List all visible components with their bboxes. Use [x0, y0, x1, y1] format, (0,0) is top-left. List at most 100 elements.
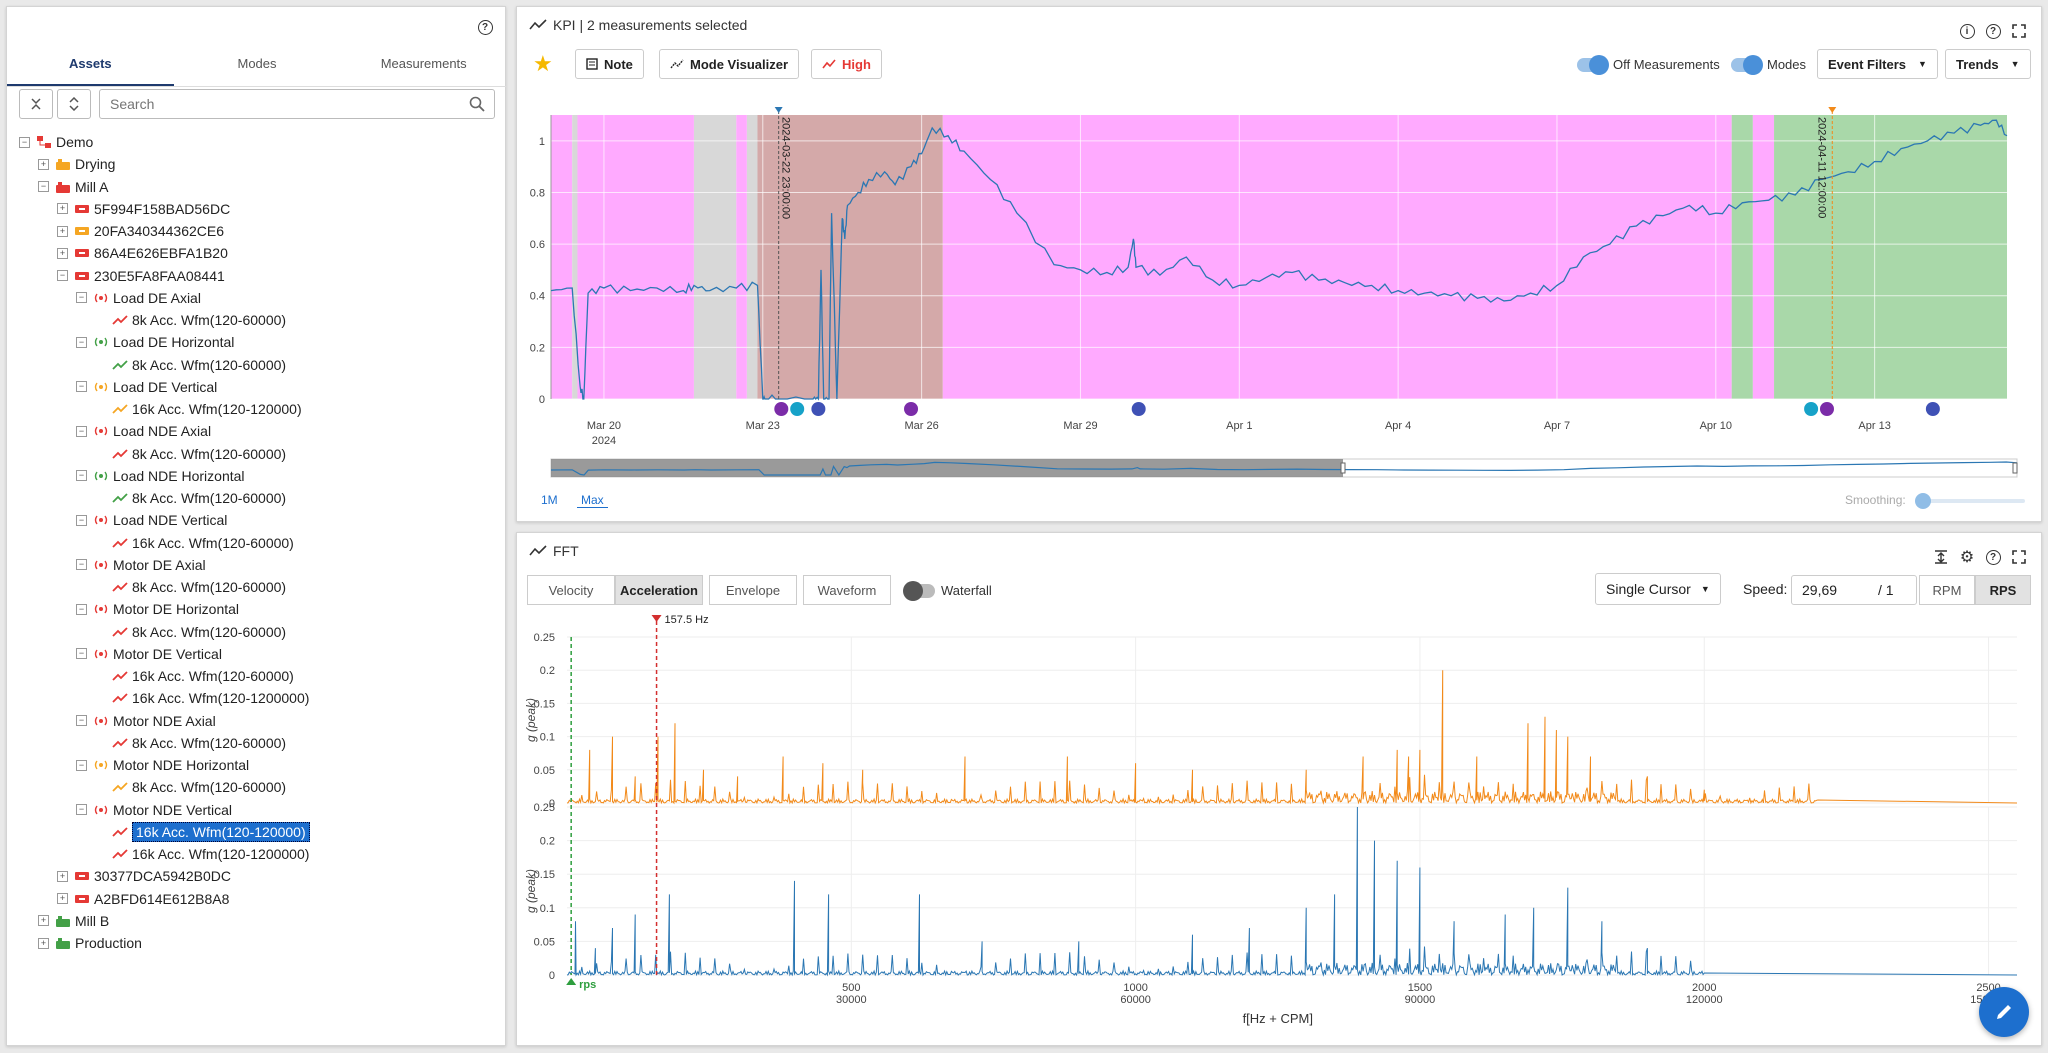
trends-dropdown[interactable]: Trends ▼	[1945, 49, 2031, 79]
collapse-toggle-icon[interactable]: −	[38, 181, 49, 192]
tree-node[interactable]: − Motor NDE Horizontal	[76, 754, 249, 776]
cursor-marker-2[interactable]	[1828, 107, 1837, 113]
expand-toggle-icon[interactable]: +	[57, 247, 68, 259]
tree-node[interactable]: 8k Acc. Wfm(120-60000)	[95, 487, 286, 509]
tree-node[interactable]: − Motor DE Vertical	[76, 643, 222, 665]
tree-node[interactable]: − Motor NDE Axial	[76, 710, 216, 732]
event-marker-icon[interactable]	[1925, 402, 1940, 416]
tree-node[interactable]: − Load DE Horizontal	[76, 331, 234, 353]
download-icon[interactable]	[1931, 547, 1951, 567]
expand-toggle-icon[interactable]: +	[57, 225, 68, 237]
speed-input[interactable]: 29,69 / 1	[1791, 575, 1917, 605]
tree-node[interactable]: − 230E5FA8FAA08441	[57, 265, 225, 287]
expand-toggle-icon[interactable]: +	[38, 158, 49, 170]
tree-node[interactable]: − Load NDE Horizontal	[76, 465, 245, 487]
collapse-toggle-icon[interactable]: −	[76, 804, 87, 815]
tree-node[interactable]: − Motor NDE Vertical	[76, 799, 232, 821]
event-marker-icon[interactable]	[1131, 402, 1146, 416]
event-marker-icon[interactable]	[774, 402, 789, 416]
navigator-selection[interactable]	[551, 459, 1343, 477]
tree-node[interactable]: + A2BFD614E612B8A8	[57, 888, 229, 910]
fullscreen-icon[interactable]	[2009, 547, 2029, 567]
tree-node[interactable]: 16k Acc. Wfm(120-60000)	[95, 532, 294, 554]
tree-node[interactable]: 8k Acc. Wfm(120-60000)	[95, 309, 286, 331]
expand-toggle-icon[interactable]: +	[57, 203, 68, 215]
navigator-handle[interactable]	[1340, 462, 1346, 474]
expand-toggle-icon[interactable]: +	[38, 915, 49, 927]
tree-node[interactable]: 16k Acc. Wfm(120-120000)	[95, 821, 310, 843]
kpi-chart[interactable]: 0 0.2 0.4 0.6 0.8 1 Mar 20 Mar 23 Mar 26 Mar 29 Ap…	[517, 7, 2043, 523]
event-marker-icon[interactable]	[811, 402, 826, 416]
tab-acceleration[interactable]: Acceleration	[615, 575, 703, 605]
note-button[interactable]: Note	[575, 49, 644, 79]
search-input[interactable]	[99, 89, 495, 119]
waterfall-toggle[interactable]: Waterfall	[903, 580, 992, 601]
tree-node[interactable]: 8k Acc. Wfm(120-60000)	[95, 732, 286, 754]
tree-node[interactable]: − Load NDE Vertical	[76, 509, 227, 531]
cursor-marker[interactable]	[651, 615, 662, 622]
tree-node[interactable]: 8k Acc. Wfm(120-60000)	[95, 576, 286, 598]
off-measurements-toggle[interactable]: Off Measurements	[1577, 54, 1720, 75]
collapse-toggle-icon[interactable]: −	[19, 136, 30, 148]
fullscreen-icon[interactable]	[2009, 21, 2029, 41]
tree-node[interactable]: + Drying	[38, 153, 115, 175]
tree-node[interactable]: 8k Acc. Wfm(120-60000)	[95, 621, 286, 643]
expand-toggle-icon[interactable]: +	[57, 870, 68, 882]
expand-toggle-icon[interactable]: +	[38, 937, 49, 949]
star-icon[interactable]: ★	[533, 51, 553, 76]
tab-envelope[interactable]: Envelope	[709, 575, 797, 605]
collapse-toggle-icon[interactable]: −	[76, 759, 87, 771]
collapse-toggle-icon[interactable]: −	[76, 292, 87, 304]
smoothing-slider[interactable]	[1915, 493, 2025, 509]
tab-velocity[interactable]: Velocity	[527, 575, 615, 605]
tab-measurements[interactable]: Measurements	[380, 56, 467, 71]
collapse-toggle-icon[interactable]: −	[57, 270, 68, 281]
tree-node[interactable]: 8k Acc. Wfm(120-60000)	[95, 776, 286, 798]
tree-node[interactable]: − Motor DE Axial	[76, 554, 206, 576]
tree-node[interactable]: +20FA340344362CE6	[57, 220, 224, 242]
tree-node[interactable]: − Demo	[19, 131, 93, 153]
tree-node[interactable]: 16k Acc. Wfm(120-1200000)	[95, 843, 309, 865]
fft-chart[interactable]: 0 0.05 0.1 0.15 0.2 0.25 g (peak) 0 0.05 0.1 0.15 0…	[517, 533, 2043, 1047]
tree-node[interactable]: + Production	[38, 932, 142, 954]
event-marker-icon[interactable]	[790, 402, 805, 416]
cursor-mode-dropdown[interactable]: Single Cursor ▼	[1595, 573, 1721, 605]
tree-node[interactable]: 16k Acc. Wfm(120-60000)	[95, 665, 294, 687]
event-filters-dropdown[interactable]: Event Filters ▼	[1817, 49, 1938, 79]
gear-icon[interactable]: ⚙	[1959, 549, 1975, 566]
cursor-marker-1[interactable]	[774, 107, 783, 113]
collapse-toggle-icon[interactable]: −	[76, 425, 87, 437]
collapse-toggle-icon[interactable]: −	[76, 559, 87, 571]
tab-assets[interactable]: Assets	[7, 43, 174, 86]
tree-node[interactable]: +86A4E626EBFA1B20	[57, 242, 228, 264]
range-max-button[interactable]: Max	[577, 493, 608, 508]
collapse-toggle-icon[interactable]: −	[76, 470, 87, 482]
rps-button[interactable]: RPS	[1975, 575, 2031, 605]
event-marker-icon[interactable]	[904, 402, 919, 416]
help-icon[interactable]: ?	[1983, 547, 2003, 567]
collapse-toggle-icon[interactable]: −	[76, 381, 87, 393]
tree-node[interactable]: 16k Acc. Wfm(120-120000)	[95, 398, 302, 420]
modes-toggle[interactable]: Modes	[1731, 54, 1806, 75]
help-icon[interactable]: ?	[1983, 21, 2003, 41]
tree-node[interactable]: − Motor DE Horizontal	[76, 598, 239, 620]
tree-node[interactable]: 8k Acc. Wfm(120-60000)	[95, 354, 286, 376]
tree-node[interactable]: 16k Acc. Wfm(120-1200000)	[95, 687, 309, 709]
tree-node[interactable]: − Mill A	[38, 176, 108, 198]
mode-visualizer-button[interactable]: Mode Visualizer	[659, 49, 800, 79]
collapse-toggle-icon[interactable]: −	[76, 648, 87, 660]
high-button[interactable]: High	[811, 49, 882, 79]
expand-all-button[interactable]	[57, 89, 91, 119]
collapse-toggle-icon[interactable]: −	[76, 603, 87, 615]
tree-node[interactable]: +30377DCA5942B0DC	[57, 865, 231, 887]
tree-node[interactable]: − Load NDE Axial	[76, 420, 211, 442]
event-marker-icon[interactable]	[1819, 402, 1834, 416]
edit-fab-button[interactable]	[1979, 987, 2029, 1037]
help-icon[interactable]: ?	[475, 17, 495, 37]
tree-node[interactable]: − Load DE Axial	[76, 287, 201, 309]
rpm-button[interactable]: RPM	[1919, 575, 1975, 605]
tab-waveform[interactable]: Waveform	[803, 575, 891, 605]
expand-toggle-icon[interactable]: +	[57, 893, 68, 904]
rps-marker[interactable]	[566, 978, 577, 985]
event-marker-icon[interactable]	[1804, 402, 1819, 416]
